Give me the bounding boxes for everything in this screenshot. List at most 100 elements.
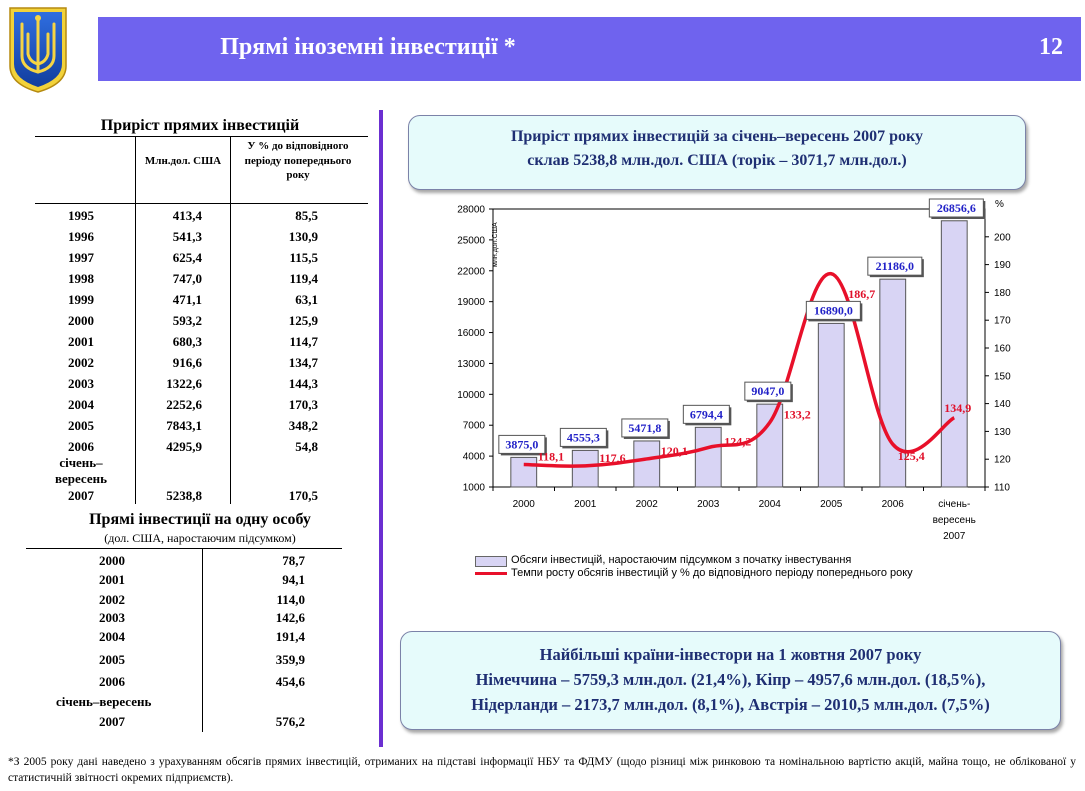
growth-row-pct: 54,8 bbox=[295, 439, 318, 454]
per-capita-row-value: 114,0 bbox=[276, 592, 305, 607]
growth-row-pct: 115,5 bbox=[289, 250, 318, 265]
bar-label-text: 6794,4 bbox=[690, 407, 723, 421]
chart-axes: 1000 4000 7000 10000 13000 16000 19000 22000 250… bbox=[457, 199, 1011, 542]
growth-table-title: Приріст прямих інвестицій bbox=[100, 117, 300, 134]
legend-line-label: Темпи росту обсягів інвестицій у % до ві… bbox=[511, 567, 913, 579]
per-capita-title: Прямі інвестиції на одну особу bbox=[89, 511, 311, 528]
bar bbox=[633, 440, 661, 488]
growth-row-pct: 144,3 bbox=[288, 376, 318, 391]
left-axis-tick-label: 10000 bbox=[457, 390, 485, 401]
growth-row-mln: 2252,6 bbox=[166, 397, 202, 412]
page-number: 12 bbox=[1039, 34, 1063, 60]
bar bbox=[510, 456, 538, 488]
bar bbox=[756, 403, 784, 488]
growth-row-year: 1996 bbox=[68, 229, 94, 244]
growth-row-mln: 1322,6 bbox=[166, 376, 202, 391]
bar-value-label: 26856,6 bbox=[928, 198, 986, 219]
investors-line-3: Нідерланди – 2173,7 млн.дол. (8,1%), Авс… bbox=[471, 695, 990, 714]
x-axis-tick-label: 2003 bbox=[697, 499, 720, 510]
right-axis-title: % bbox=[995, 199, 1004, 210]
growth-row-mln: 413,4 bbox=[172, 208, 202, 223]
growth-row-mln: 471,1 bbox=[172, 292, 202, 307]
footnote: *З 2005 року дані наведено з урахуванням… bbox=[8, 756, 1076, 784]
bar-value-label: 21186,0 bbox=[867, 256, 924, 278]
per-capita-row-value: 576,2 bbox=[275, 714, 305, 729]
x-axis-tick-label: 2002 bbox=[636, 499, 659, 510]
x-axis-tick-label: 2006 bbox=[882, 499, 905, 510]
per-capita-row-year: 2004 bbox=[99, 629, 125, 644]
right-axis-tick-label: 150 bbox=[994, 371, 1011, 382]
left-axis-tick-label: 25000 bbox=[457, 235, 485, 246]
bar-value-label: 3875,0 bbox=[498, 434, 547, 456]
line-value-label: 124,2 bbox=[724, 435, 751, 449]
line-value-label: 134,9 bbox=[944, 401, 971, 415]
right-axis-tick-label: 110 bbox=[994, 483, 1010, 494]
growth-row-year: 1995 bbox=[68, 208, 94, 223]
left-axis-tick-label: 19000 bbox=[457, 297, 485, 308]
bar-label-box bbox=[867, 256, 923, 276]
growth-row-year: 2005 bbox=[68, 418, 94, 433]
growth-row-pct: 85,5 bbox=[295, 208, 318, 223]
left-axis-tick-label: 7000 bbox=[463, 421, 486, 432]
growth-table-top-rule bbox=[35, 136, 368, 137]
growth-row-year: 2001 bbox=[68, 334, 94, 349]
growth-row-pct: 130,9 bbox=[288, 229, 318, 244]
bar-label-text: 16890,0 bbox=[814, 303, 853, 317]
bar-label-text: 26856,6 bbox=[937, 201, 976, 215]
growth-row-year: 2002 bbox=[68, 355, 94, 370]
growth-row-pct: 63,1 bbox=[295, 292, 318, 307]
bar-label-text: 3875,0 bbox=[505, 437, 538, 451]
left-axis-title: млн.дол.США bbox=[492, 222, 499, 267]
bar-value-label: 4555,3 bbox=[559, 427, 609, 449]
x-axis-tick-label: січень- bbox=[938, 499, 970, 510]
growth-row-pct: 348,2 bbox=[288, 418, 318, 433]
growth-row-mln: 593,2 bbox=[172, 313, 202, 328]
growth-row-year: 2000 bbox=[68, 313, 94, 328]
per-capita-row-year: 2003 bbox=[99, 610, 125, 625]
left-axis-tick-label: 28000 bbox=[457, 205, 485, 216]
left-axis-tick-label: 22000 bbox=[457, 266, 485, 277]
per-capita-row-value: 94,1 bbox=[282, 572, 305, 587]
per-capita-row-year: 2006 bbox=[99, 674, 125, 689]
growth-period-label: січень–вересень bbox=[54, 455, 107, 486]
growth-table-header-rule bbox=[35, 203, 368, 204]
growth-row-pct: 119,4 bbox=[289, 271, 318, 286]
right-axis-tick-label: 180 bbox=[994, 288, 1011, 299]
bar-label-text: 4555,3 bbox=[567, 430, 600, 444]
growth-row-year: 1997 bbox=[68, 250, 94, 265]
right-axis-tick-label: 140 bbox=[994, 399, 1011, 410]
bar-label-box bbox=[498, 434, 546, 454]
investors-line-1: Найбільші країни-інвестори на 1 жовтня 2… bbox=[539, 645, 922, 664]
right-axis-tick-label: 120 bbox=[994, 455, 1011, 466]
growth-row-year: 2004 bbox=[68, 397, 94, 412]
right-axis-tick-label: 160 bbox=[994, 344, 1011, 355]
growth-table-col2-header: У % до відповідного періоду попереднього… bbox=[244, 140, 352, 181]
page-title: Прямі іноземні інвестиції * bbox=[220, 34, 516, 60]
growth-row-pct: 125,9 bbox=[288, 313, 318, 328]
column-divider bbox=[379, 110, 383, 747]
line-value-label: 125,4 bbox=[898, 449, 925, 463]
bar-value-label: 16890,0 bbox=[805, 300, 863, 322]
investors-box: Найбільші країни-інвестори на 1 жовтня 2… bbox=[400, 631, 1061, 730]
left-axis-tick-label: 4000 bbox=[463, 452, 486, 463]
chart-bars bbox=[510, 220, 968, 488]
growth-row-mln: 680,3 bbox=[172, 334, 202, 349]
bar-label-box bbox=[621, 418, 669, 438]
growth-row-mln: 916,6 bbox=[172, 355, 202, 370]
right-axis-tick-label: 190 bbox=[994, 260, 1011, 271]
growth-row-year: 1999 bbox=[68, 292, 94, 307]
growth-row-year: 2007 bbox=[68, 488, 94, 503]
line-value-label: 133,2 bbox=[784, 408, 811, 422]
investment-chart: 1000 4000 7000 10000 13000 16000 19000 22000 250… bbox=[457, 198, 1011, 542]
bar bbox=[694, 426, 722, 488]
growth-table-divider-1 bbox=[135, 136, 136, 504]
bar-value-label: 6794,4 bbox=[682, 404, 732, 426]
growth-line bbox=[523, 272, 956, 468]
per-capita-row-value: 359,9 bbox=[275, 652, 305, 667]
summary-line-2: склав 5238,8 млн.дол. США (торік – 3071,… bbox=[527, 152, 907, 169]
per-capita-row-value: 78,7 bbox=[282, 553, 305, 568]
x-axis-tick-label: 2000 bbox=[513, 499, 536, 510]
growth-row-pct: 134,7 bbox=[288, 355, 318, 370]
line-value-label: 117,6 bbox=[599, 451, 625, 465]
per-capita-row-year: 2005 bbox=[99, 652, 125, 667]
